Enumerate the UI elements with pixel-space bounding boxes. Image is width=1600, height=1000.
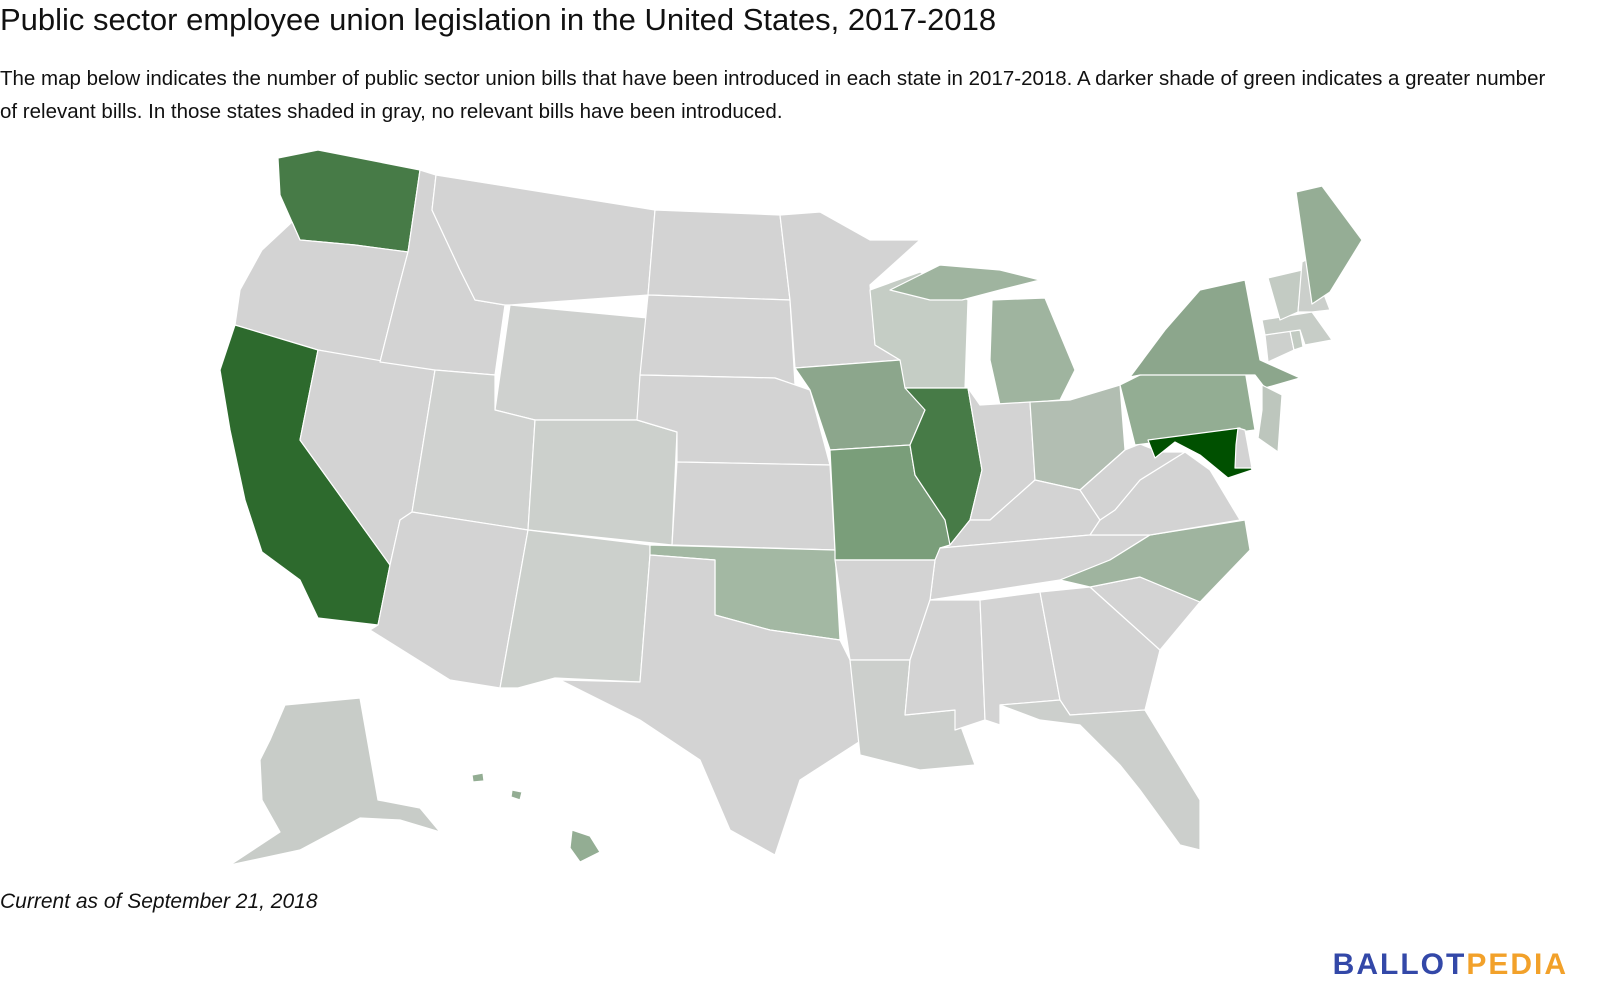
state-sd bbox=[639, 294, 796, 386]
state-nj bbox=[1257, 384, 1283, 453]
map-title: Public sector employee union legislation… bbox=[0, 2, 997, 37]
state-nc bbox=[1059, 519, 1251, 603]
state-shape-mi bbox=[889, 264, 1041, 301]
state-shape-sd bbox=[639, 294, 796, 386]
state-hi bbox=[471, 772, 601, 863]
state-shape-fl bbox=[999, 699, 1201, 851]
state-shape-nd bbox=[647, 209, 791, 301]
state-vt bbox=[1267, 269, 1303, 321]
state-ak bbox=[229, 697, 441, 866]
state-shape-ak bbox=[229, 697, 441, 866]
state-shape-vt bbox=[1267, 269, 1303, 321]
state-shape-tx bbox=[559, 554, 863, 856]
state-nd bbox=[647, 209, 791, 301]
state-ks bbox=[671, 461, 836, 551]
state-wy bbox=[494, 304, 649, 421]
logo-part-ballot: BALLOT bbox=[1332, 948, 1467, 981]
currency-note: Current as of September 21, 2018 bbox=[0, 890, 318, 913]
state-shape-pa bbox=[1119, 369, 1256, 446]
state-fl bbox=[999, 699, 1201, 851]
state-co bbox=[527, 419, 678, 546]
state-shape-nc bbox=[1059, 519, 1251, 603]
state-shape-hi bbox=[510, 789, 523, 801]
state-shape-me bbox=[1295, 185, 1363, 305]
state-shape-ny bbox=[1129, 279, 1301, 389]
state-mi bbox=[889, 264, 1076, 406]
state-shape-de bbox=[1234, 427, 1253, 469]
state-wa bbox=[277, 149, 421, 253]
ballotpedia-logo: BALLOTPEDIA bbox=[1333, 948, 1568, 982]
state-tx bbox=[559, 554, 863, 856]
state-shape-wy bbox=[494, 304, 649, 421]
state-shape-wv bbox=[1079, 443, 1186, 521]
state-shape-ct bbox=[1264, 330, 1295, 363]
state-pa bbox=[1119, 369, 1256, 446]
map-description: The map below indicates the number of pu… bbox=[0, 67, 1546, 123]
state-shape-hi bbox=[471, 772, 485, 783]
state-ct bbox=[1264, 330, 1295, 363]
state-shape-co bbox=[527, 419, 678, 546]
state-wv bbox=[1079, 443, 1186, 521]
logo-part-pedia: PEDIA bbox=[1466, 948, 1568, 981]
state-shape-hi bbox=[569, 829, 601, 863]
state-shape-wa bbox=[277, 149, 421, 253]
state-ny bbox=[1129, 279, 1301, 389]
state-de bbox=[1234, 427, 1253, 469]
state-shape-nj bbox=[1257, 384, 1283, 453]
state-shape-mi bbox=[989, 297, 1076, 406]
state-shape-ks bbox=[671, 461, 836, 551]
state-me bbox=[1295, 185, 1363, 305]
